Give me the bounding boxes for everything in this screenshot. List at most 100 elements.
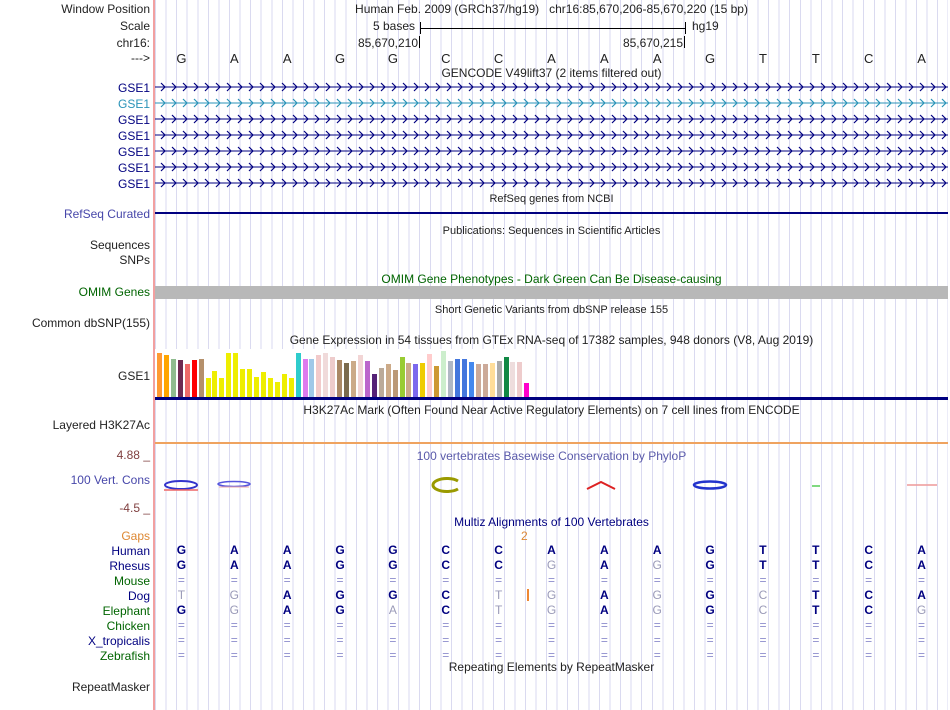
species-label-x_tropicalis[interactable]: X_tropicalis [87,634,150,648]
gtex-tissue-bar [316,355,322,397]
gtex-expression-chart[interactable] [155,349,531,397]
gse1-transcript[interactable] [155,96,948,108]
gtex-tissue-bar [420,363,426,397]
species-label-human[interactable]: Human [111,544,150,558]
alignment-base: T [494,588,503,602]
alignment-base: G [176,558,187,572]
gtex-tissue-bar [364,361,370,397]
alignment-base: = [230,573,238,587]
gse1-transcript[interactable] [155,176,948,188]
alignment-base: T [494,603,503,617]
species-label-rhesus[interactable]: Rhesus [109,559,150,573]
refseq-track-title[interactable]: RefSeq genes from NCBI [489,193,614,205]
alignment-base: = [600,648,608,662]
gse1-track-label[interactable]: GSE1 [117,113,150,127]
alignment-base: G [705,588,715,602]
gse1-transcript[interactable] [155,144,948,156]
alignment-base: = [177,573,185,587]
gtex-tissue-bar [157,353,162,397]
species-label-elephant[interactable]: Elephant [102,604,150,618]
omim-genes-label[interactable]: OMIM Genes [78,285,150,299]
gse1-track-label[interactable]: GSE1 [117,161,150,175]
transcript-arrows [155,114,948,124]
alignment-base: A [917,588,926,602]
gse1-track-label[interactable]: GSE1 [117,97,150,111]
common-dbsnp-label[interactable]: Common dbSNP(155) [31,316,150,330]
alignment-base: A [600,603,609,617]
alignment-base: T [759,543,767,557]
layered-h3k27ac-label[interactable]: Layered H3K27Ac [52,418,150,432]
alignment-base: T [812,558,820,572]
base-letter: A [282,51,292,66]
gtex-tissue-bar [357,355,363,397]
snps-label[interactable]: SNPs [119,253,150,267]
refseq-curated-label[interactable]: RefSeq Curated [63,207,150,221]
alignment-base: = [389,573,397,587]
gtex-tissue-bar [489,363,495,397]
gtex-tissue-bar [385,364,391,397]
alignment-base: = [600,618,608,632]
species-label-chicken[interactable]: Chicken [106,619,150,633]
gtex-tissue-bar [461,359,467,397]
alignment-base: C [494,543,503,557]
gtex-tissue-bar [496,361,502,397]
phylop-track-title[interactable]: 100 vertebrates Basewise Conservation by… [416,449,687,463]
species-label-dog[interactable]: Dog [127,589,150,603]
alignment-base: = [706,618,714,632]
strand-direction-label: ---> [131,51,150,65]
alignment-base: G [652,558,662,572]
gencode-track-title[interactable]: GENCODE V49lift37 (2 items filtered out) [441,66,662,80]
alignment-base: C [864,603,874,617]
alignment-base: = [442,618,450,632]
gtex-tissue-bar [323,353,329,397]
h3k27ac-signal-line[interactable] [155,442,948,444]
omim-track-title[interactable]: OMIM Gene Phenotypes - Dark Green Can Be… [381,272,722,286]
alignment-base: G [546,588,557,602]
sequences-label[interactable]: Sequences [89,238,150,252]
publications-track-title[interactable]: Publications: Sequences in Scientific Ar… [442,225,661,237]
gse1-track-label[interactable]: GSE1 [117,129,150,143]
alignment-base: = [653,573,661,587]
species-label-zebrafish[interactable]: Zebrafish [99,649,150,663]
gse1-track-label[interactable]: GSE1 [117,177,150,191]
alignment-base: = [812,633,820,647]
gtex-tissue-bar [441,351,447,397]
alignment-base: G [335,558,345,572]
vert-cons-label[interactable]: 100 Vert. Cons [70,473,150,487]
repeatmasker-track-title[interactable]: Repeating Elements by RepeatMasker [448,660,655,674]
alignment-base: A [388,603,397,617]
gtex-tissue-bar [267,378,273,397]
dbsnp-track-title[interactable]: Short Genetic Variants from dbSNP releas… [434,304,669,316]
species-label-mouse[interactable]: Mouse [113,574,150,588]
h3k27ac-track-title[interactable]: H3K27Ac Mark (Often Found Near Active Re… [303,403,800,417]
omim-gene-item[interactable] [155,286,948,299]
gtex-tissue-bar [212,371,218,397]
refseq-curated-item[interactable] [155,212,948,214]
gtex-tissue-bar [392,370,398,397]
alignment-base: A [917,558,926,572]
multiz-track-title[interactable]: Multiz Alignments of 100 Vertebrates [454,515,649,529]
alignment-base: = [865,573,873,587]
gtex-tissue-bar [413,364,419,397]
gtex-gene-label[interactable]: GSE1 [117,369,150,383]
gtex-track-title[interactable]: Gene Expression in 54 tissues from GTEx … [289,333,814,347]
transcript-arrows [155,82,948,92]
alignment-base: C [758,588,768,602]
gtex-tissue-bar [337,360,343,397]
phylop-mark-olive_c [423,477,469,493]
repeatmasker-label[interactable]: RepeatMasker [71,680,150,694]
base-letter: A [652,51,662,66]
alignment-base: G [916,603,927,617]
gse1-track-label[interactable]: GSE1 [117,81,150,95]
gse1-transcript[interactable] [155,80,948,92]
gse1-track-label[interactable]: GSE1 [117,145,150,159]
alignment-base: = [865,618,873,632]
alignment-base: T [177,588,186,602]
gse1-transcript[interactable] [155,112,948,124]
alignment-base: = [177,648,185,662]
gtex-tissue-bar [510,362,516,397]
gse1-transcript[interactable] [155,160,948,172]
alignment-base: = [283,648,291,662]
gse1-transcript[interactable] [155,128,948,140]
alignment-base: = [918,633,926,647]
